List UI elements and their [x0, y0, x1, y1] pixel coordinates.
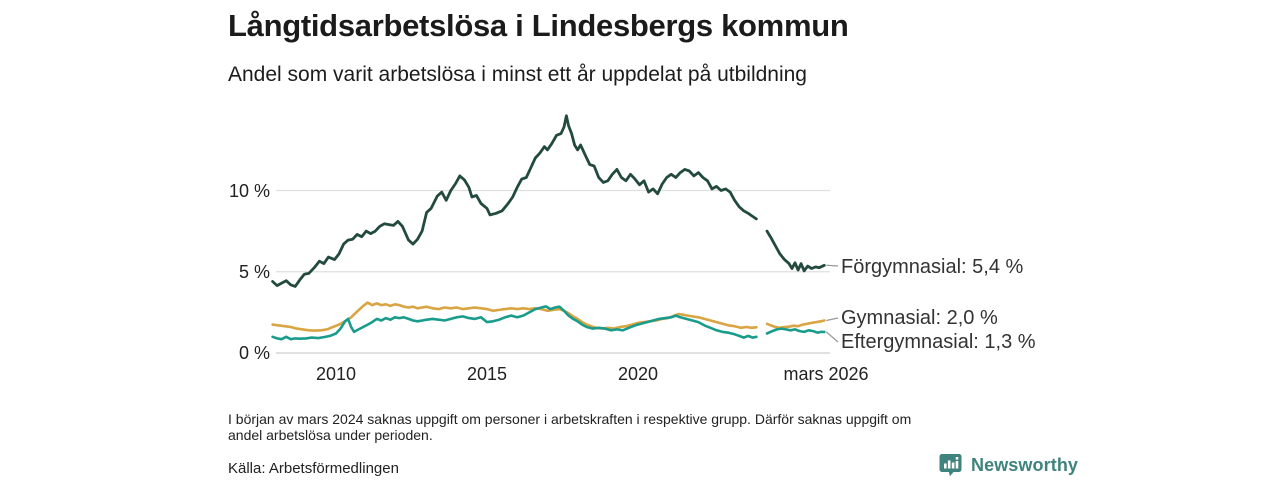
- brand-name: Newsworthy: [971, 454, 1079, 475]
- label-connector-gymnasial: [826, 317, 839, 322]
- series-line-forgymnasial-seg1: [271, 114, 758, 288]
- y-axis-tick-10pct: 10 %: [228, 181, 270, 201]
- series-label-eftergymnasial: Eftergymnasial: 1,3 %: [841, 331, 1036, 353]
- label-connector-eftergymnasial: [825, 331, 839, 343]
- series-line-eftergymnasial-seg1: [271, 305, 758, 341]
- series-line-eftergymnasial-seg2: [765, 327, 826, 335]
- chart-subtitle: Andel som varit arbetslösa i minst ett å…: [228, 63, 807, 86]
- series-label-forgymnasial: Förgymnasial: 5,4 %: [841, 256, 1024, 278]
- newsworthy-bubble-bar-chart-icon: [939, 454, 962, 477]
- source-line: Källa: Arbetsförmedlingen: [228, 460, 399, 477]
- series-label-gymnasial: Gymnasial: 2,0 %: [841, 307, 998, 329]
- bar-3: [951, 462, 955, 469]
- bar-2: [947, 460, 951, 469]
- footnote-line-2: andel arbetslösa under perioden.: [228, 426, 433, 443]
- series-line-forgymnasial-seg2: [765, 229, 826, 273]
- y-axis-tick-0pct: 0 %: [238, 343, 270, 363]
- series-line-gymnasial-seg2: [765, 319, 826, 330]
- x-axis-tick-2020: 2020: [617, 364, 659, 384]
- x-axis-tick-mars-2026: mars 2026: [783, 364, 869, 384]
- footnote-line-1: I början av mars 2024 saknas uppgift om …: [228, 411, 912, 427]
- footnote: I början av mars 2024 saknas uppgift om …: [228, 411, 1068, 443]
- bar-4-dot: [955, 457, 959, 460]
- bar-1: [944, 463, 947, 469]
- x-axis-tick-2015: 2015: [466, 364, 508, 384]
- bar-4-stem: [955, 461, 959, 469]
- x-axis-tick-2010: 2010: [315, 364, 357, 384]
- label-connector-forgymnasial: [826, 264, 839, 267]
- brand-logo: Newsworthy: [938, 452, 1078, 477]
- y-axis-tick-5pct: 5 %: [238, 262, 270, 282]
- page-title: Långtidsarbetslösa i Lindesbergs kommun: [228, 8, 849, 43]
